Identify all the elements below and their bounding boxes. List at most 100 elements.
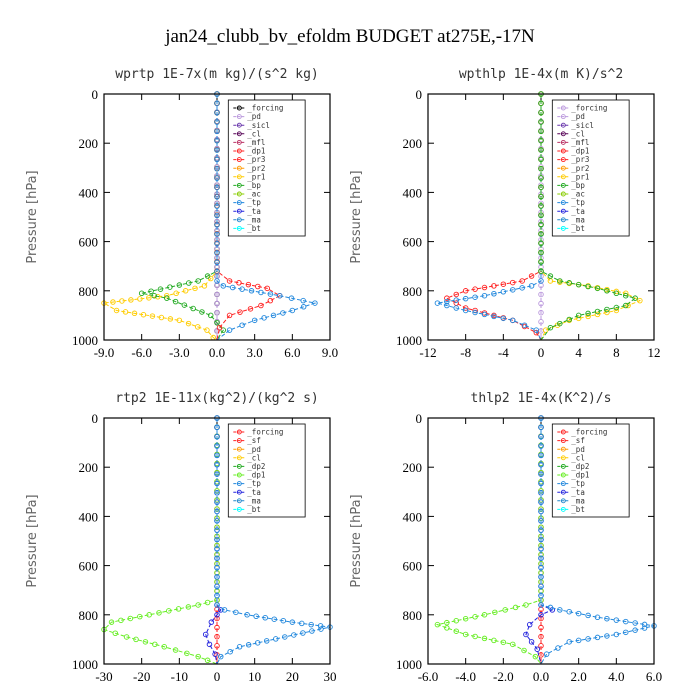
series-marker [214,278,220,284]
series-marker [261,315,267,321]
x-tick-label: -2.0 [493,669,514,684]
series-marker [491,283,497,289]
series-marker [528,639,535,645]
x-tick-label: 0 [214,669,221,684]
series-marker [462,631,469,638]
x-tick-label: 4 [575,345,582,360]
legend-marker [560,157,566,163]
figure-title: jan24_clubb_bv_efoldm BUDGET at275E,-17N [164,26,535,47]
series-marker [214,184,220,191]
series-marker [236,280,242,286]
series-marker [547,604,554,611]
series-marker [300,297,306,304]
series-marker [604,309,610,316]
series-marker [214,424,220,431]
x-tick-label: 6.0 [646,669,662,684]
y-tick-label: 800 [79,608,99,623]
panel-title: thlp2 1E-4x(K^2)/s [471,391,612,406]
series-marker [195,653,201,660]
series-marker [538,499,544,505]
series-marker [214,109,220,116]
legend-entry: _pr1 [247,172,265,181]
series-marker [538,508,544,515]
series-marker [566,280,573,286]
y-tick-label: 600 [79,235,99,250]
series-marker [158,314,165,321]
series-marker [214,461,220,468]
series-marker [308,621,314,628]
legend-entry: _bp [247,181,261,190]
series-marker [538,536,544,543]
series-marker [585,313,591,320]
legend-marker [560,200,566,206]
legend-marker [560,446,566,452]
legend-entry: _ma [247,215,261,224]
legend-marker [560,174,566,180]
legend-entry: _ac [247,190,261,199]
series-marker [226,312,233,319]
series-marker [204,327,210,333]
y-tick-label: 200 [79,460,99,475]
legend-entry: _dp1 [247,471,265,480]
legend-marker [236,463,242,469]
legend-entry: _cl [571,129,585,138]
legend-marker [560,217,566,223]
series-marker [214,259,220,266]
series-marker [214,147,220,153]
series-marker [239,322,245,328]
legend-entry: _ta [247,207,261,216]
plot-frame [103,93,331,341]
series-marker [176,282,183,288]
series-marker [538,480,544,487]
series-marker [206,641,213,648]
panel-1: wprtp 1E-7x(m kg)/(s^2 kg) Pressure [hPa]… [25,67,338,360]
series-marker [148,288,154,294]
series-marker [491,291,497,297]
series-marker [195,278,201,284]
series-marker [214,291,220,298]
legend-entry: _pd [571,112,585,121]
series-marker [472,614,478,620]
series-marker [604,633,610,639]
series-marker [623,292,629,299]
series-marker [157,286,164,292]
x-tick-label: 4.0 [608,669,624,684]
series-marker [267,297,274,304]
legend-marker [236,489,242,495]
series-marker [632,620,638,626]
series-marker [214,194,220,200]
legend-marker [560,105,566,111]
legend-entry: _pr2 [247,164,265,173]
series-marker [190,305,196,312]
series-marker [194,324,201,330]
series-marker [245,281,252,288]
series-marker [299,620,305,627]
legend-marker [560,182,566,188]
series-marker [127,615,134,622]
series-marker [491,637,497,644]
series-marker [181,302,188,308]
series-marker [585,310,591,317]
series-marker [538,212,544,218]
series-marker [214,583,220,590]
y-tick-label: 1000 [396,657,422,672]
legend-entry: _dp1 [571,147,589,156]
x-tick-label: -30 [95,669,112,684]
legend-marker [560,191,566,197]
series-marker [585,612,591,619]
series-marker [282,634,288,640]
series-marker [481,284,488,291]
series-marker [214,499,220,505]
legend-marker [236,446,242,452]
series-marker [172,647,179,653]
series-marker [214,452,220,459]
series-marker [538,471,544,477]
series-marker [214,633,220,640]
series-marker [112,630,119,637]
series-marker [472,294,478,300]
series-marker [214,268,220,275]
x-tick-label: 10 [248,669,261,684]
series-marker [512,604,519,611]
y-tick-label: 400 [79,509,99,524]
legend-marker [560,131,566,137]
